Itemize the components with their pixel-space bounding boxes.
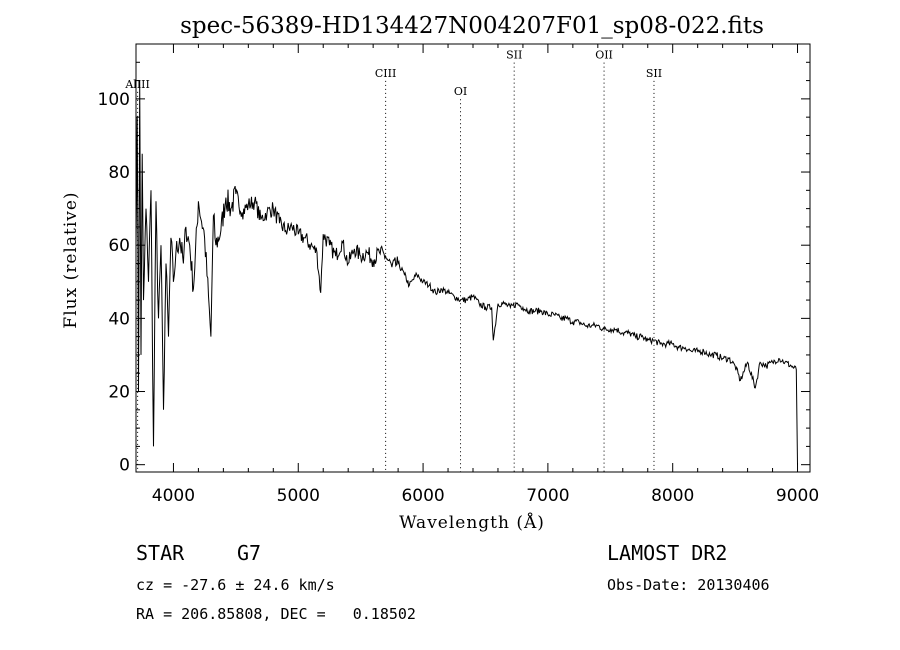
object-subclass: G7 [237, 541, 262, 565]
line-marker-label: OI [454, 85, 467, 98]
line-marker-label: OII [595, 49, 613, 62]
x-axis-label: Wavelength (Å) [399, 512, 545, 533]
line-marker-label: SII [506, 49, 522, 62]
survey-name: LAMOST DR2 [607, 541, 728, 565]
y-tick-label: 80 [108, 163, 130, 183]
x-tick-label: 8000 [651, 486, 694, 506]
line-marker-label: SII [646, 67, 662, 80]
x-tick-label: 9000 [776, 486, 819, 506]
plot-frame [135, 43, 811, 473]
chart-title: spec-56389-HD134427N004207F01_sp08-022.f… [180, 13, 764, 39]
line-marker-label: CIII [375, 67, 396, 80]
object-class: STAR [136, 541, 185, 565]
line-marker-label: AlIII [124, 78, 150, 91]
coordinates: RA = 206.85808, DEC = 0.18502 [136, 605, 416, 623]
x-tick-label: 6000 [401, 486, 444, 506]
x-tick-label: 4000 [152, 486, 195, 506]
y-axis-label: Flux (relative) [61, 191, 81, 328]
y-tick-label: 40 [108, 309, 130, 329]
emission-line-markers: AlIII CIII OI SII OII SII [124, 49, 662, 472]
y-tick-label: 60 [108, 236, 130, 256]
x-tick-label: 7000 [526, 486, 569, 506]
x-tick-label: 5000 [277, 486, 320, 506]
axis-ticks: 4000 5000 6000 7000 8000 9000 0 20 40 60 80 100 [98, 44, 819, 506]
y-tick-label: 0 [119, 456, 130, 476]
observation-date: Obs-Date: 20130406 [607, 576, 770, 594]
spectrum-line [135, 80, 798, 465]
y-tick-label: 20 [108, 383, 130, 403]
y-tick-label: 100 [98, 90, 130, 110]
redshift-cz: cz = -27.6 ± 24.6 km/s [136, 576, 335, 594]
